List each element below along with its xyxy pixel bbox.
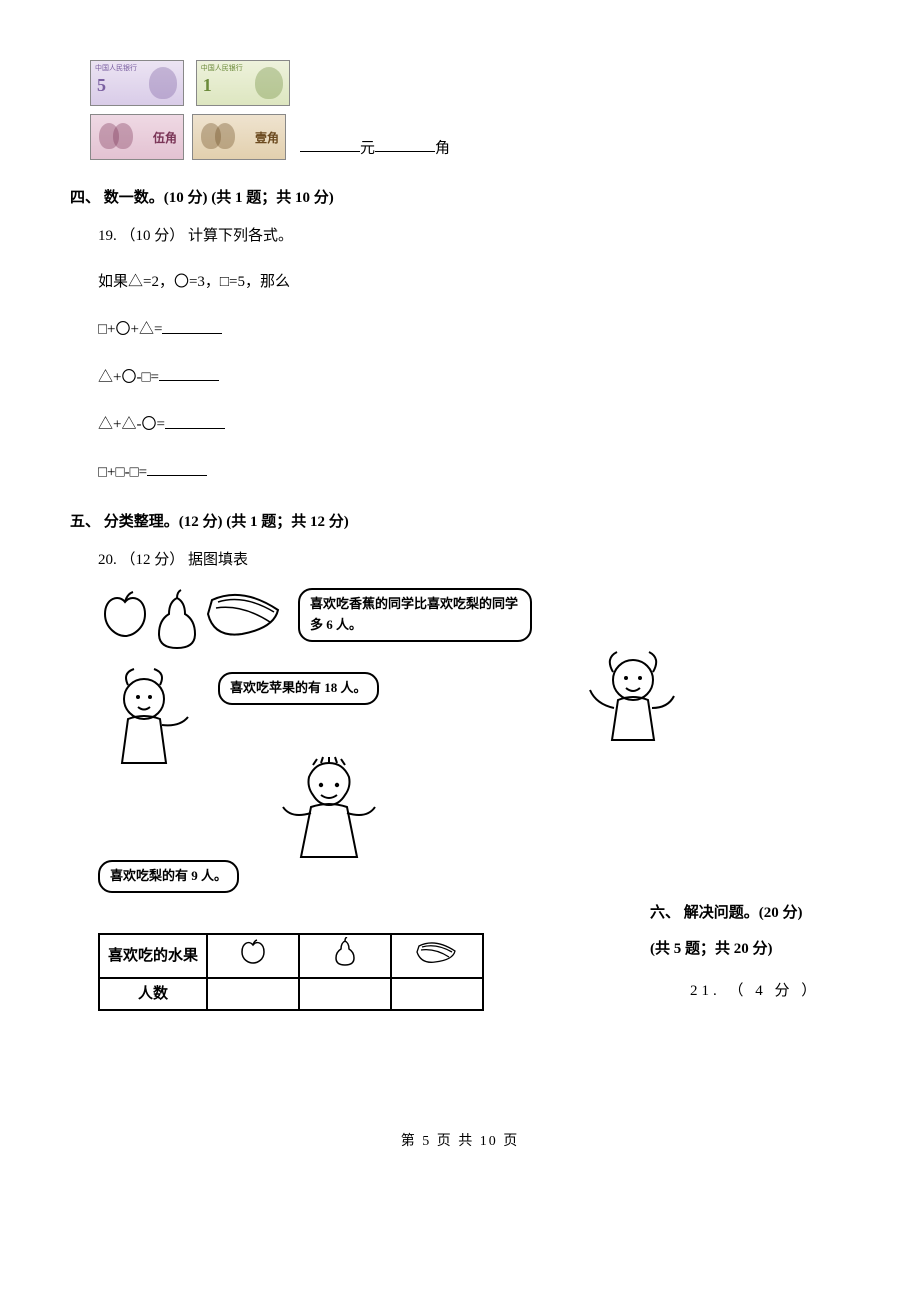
blank — [159, 364, 219, 382]
unit-yuan: 元 — [360, 140, 375, 156]
portrait-icon — [149, 67, 177, 99]
boy-icon — [269, 755, 389, 893]
unit-jiao: 角 — [435, 140, 450, 156]
cell-blank — [391, 978, 483, 1010]
row1-label: 喜欢吃的水果 — [99, 934, 207, 978]
q19-heading: 19. （10 分） 计算下列各式。 — [98, 224, 850, 248]
girl-left-icon — [98, 665, 198, 803]
table-row: 喜欢吃的水果 — [99, 934, 483, 978]
speech-bubble-apple: 喜欢吃苹果的有 18 人。 — [218, 672, 379, 705]
banknote-value: 5 — [97, 71, 106, 100]
blank — [162, 316, 222, 334]
q20-table: 喜欢吃的水果 人数 — [98, 933, 484, 1011]
speech-bubble-banana: 喜欢吃香蕉的同学比喜欢吃梨的同学多 6 人。 — [298, 588, 532, 642]
blank — [165, 411, 225, 429]
q20-figure: 喜欢吃香蕉的同学比喜欢吃梨的同学多 6 人。 喜欢吃苹果的有 18 人。 — [98, 588, 658, 893]
banknote-5-yuan: 中国人民银行 5 — [90, 60, 184, 106]
section-4-heading: 四、 数一数。(10 分) (共 1 题；共 10 分) — [70, 186, 850, 210]
q19-eq-2: △+〇-□= — [98, 364, 850, 390]
section-5-heading: 五、 分类整理。(12 分) (共 1 题；共 12 分) — [70, 510, 850, 534]
bubble-text: 喜欢吃香蕉的同学比喜欢吃梨的同学多 6 人。 — [310, 596, 518, 632]
eq-text: △+〇-□= — [98, 369, 159, 385]
q19-eq-4: □+□-□= — [98, 459, 850, 485]
q19-given: 如果△=2，〇=3，□=5，那么 — [98, 270, 850, 294]
portrait-pair-icon — [99, 123, 127, 149]
banknote-value: 1 — [203, 71, 212, 100]
bubble-text: 喜欢吃梨的有 9 人。 — [110, 868, 227, 883]
banknote-5-jiao: 伍角 — [90, 114, 184, 160]
money-notes-row-2: 伍角 壹角 元角 — [90, 114, 850, 160]
bubble-text: 喜欢吃苹果的有 18 人。 — [230, 680, 367, 695]
banana-icon — [202, 588, 288, 650]
section-6-sub: (共 5 题；共 20 分) — [650, 937, 850, 961]
q20-heading: 20. （12 分） 据图填表 — [98, 548, 850, 572]
page-footer: 第 5 页 共 10 页 — [70, 1131, 850, 1153]
q21-heading: 21. （ 4 分 ） — [690, 979, 850, 1003]
q19-eq-3: △+△-〇= — [98, 411, 850, 437]
eq-text: □+〇+△= — [98, 322, 162, 338]
apple-icon — [98, 588, 152, 648]
portrait-pair-icon — [201, 123, 229, 149]
girl-right-icon — [578, 646, 688, 784]
blank-jiao — [375, 135, 435, 153]
banknote-value: 壹角 — [255, 129, 279, 148]
row2-label: 人数 — [99, 978, 207, 1010]
answer-yuan-jiao: 元角 — [300, 135, 450, 161]
portrait-icon — [255, 67, 283, 99]
eq-text: △+△-〇= — [98, 417, 165, 433]
pear-icon — [152, 588, 202, 660]
cell-blank — [299, 978, 391, 1010]
blank-yuan — [300, 135, 360, 153]
cell-apple — [207, 934, 299, 978]
q19-eq-1: □+〇+△= — [98, 316, 850, 342]
speech-bubble-pear: 喜欢吃梨的有 9 人。 — [98, 860, 239, 893]
banknote-1-yuan: 中国人民银行 1 — [196, 60, 290, 106]
blank — [147, 459, 207, 477]
banknote-value: 伍角 — [153, 129, 177, 148]
cell-banana — [391, 934, 483, 978]
money-notes-row-1: 中国人民银行 5 中国人民银行 1 — [90, 60, 850, 106]
banknote-1-jiao: 壹角 — [192, 114, 286, 160]
section-6-block: 六、 解决问题。(20 分) (共 5 题；共 20 分) 21. （ 4 分 … — [650, 901, 850, 1003]
cell-pear — [299, 934, 391, 978]
cell-blank — [207, 978, 299, 1010]
section-6-heading: 六、 解决问题。(20 分) — [650, 901, 850, 925]
eq-text: □+□-□= — [98, 464, 147, 480]
table-row: 人数 — [99, 978, 483, 1010]
